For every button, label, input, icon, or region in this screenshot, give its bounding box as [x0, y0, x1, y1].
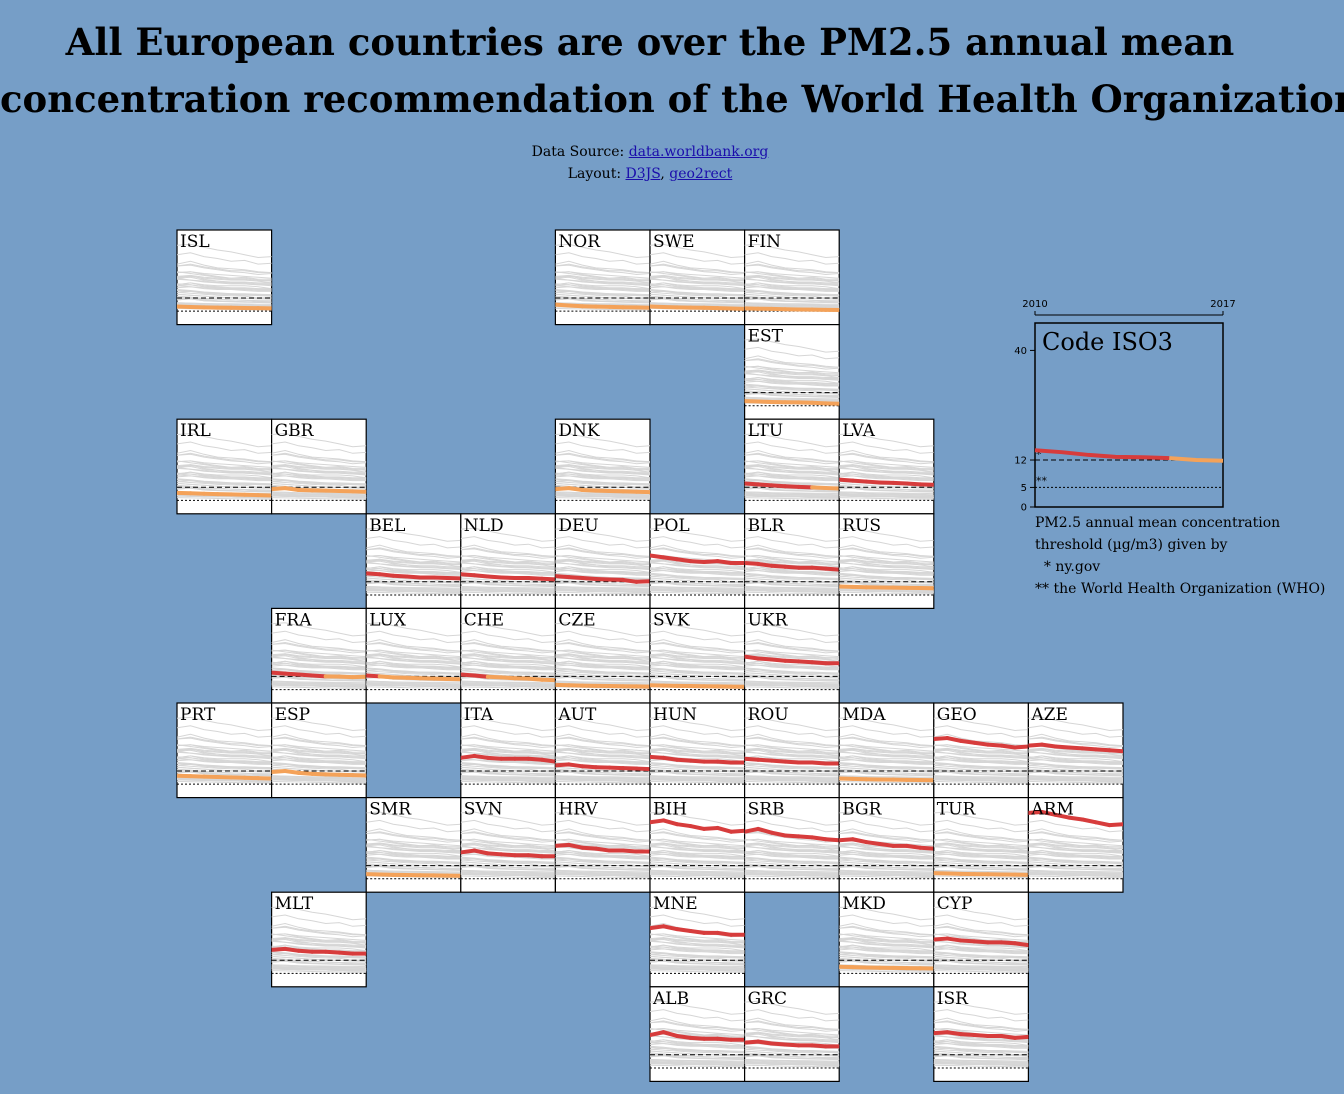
legend-text-line-2: threshold (µg/m3) given by	[1035, 537, 1228, 553]
sources: Data Source: data.worldbank.org Layout: …	[0, 141, 1300, 185]
geo2rect-link[interactable]: geo2rect	[669, 166, 733, 182]
legend-y-axis: 40 12 5 0	[1014, 346, 1035, 514]
data-source-line: Data Source: data.worldbank.org	[0, 141, 1300, 163]
legend-y-tick-label: 12	[1014, 456, 1027, 467]
legend-text-line-1: PM2.5 annual mean concentration	[1035, 515, 1281, 531]
legend-text-line-3: * ny.gov	[1035, 559, 1101, 575]
legend-sample-line-above	[1034, 448, 1170, 461]
legend-frame	[1034, 322, 1224, 508]
layout-line: Layout: D3JS, geo2rect	[0, 163, 1300, 185]
title-line-1: All European countries are over the PM2.…	[65, 20, 1235, 64]
legend-y-tick-label: 5	[1021, 483, 1027, 494]
legend-y-tick-label: 0	[1021, 503, 1027, 514]
page-title: All European countries are over the PM2.…	[0, 14, 1344, 128]
legend-text: PM2.5 annual mean concentration threshol…	[1035, 512, 1335, 600]
d3js-link[interactable]: D3JS	[625, 166, 661, 182]
layout-label: Layout:	[567, 166, 622, 182]
legend-x-start: 2010	[1022, 299, 1047, 310]
legend-marker-1: *	[1036, 448, 1042, 461]
title-line-2: concentration recommendation of the Worl…	[0, 77, 1344, 121]
layout-separator: ,	[660, 166, 665, 182]
legend-y-tick-label: 40	[1014, 346, 1027, 357]
legend-text-line-4: ** the World Health Organization (WHO)	[1035, 581, 1326, 597]
legend-sample-line-below	[1169, 456, 1224, 463]
legend-marker-2: **	[1036, 474, 1048, 487]
legend-x-end: 2017	[1210, 299, 1235, 310]
legend-code-label: Code ISO3	[1042, 328, 1173, 356]
data-source-link[interactable]: data.worldbank.org	[628, 144, 769, 160]
data-source-label: Data Source:	[531, 144, 625, 160]
